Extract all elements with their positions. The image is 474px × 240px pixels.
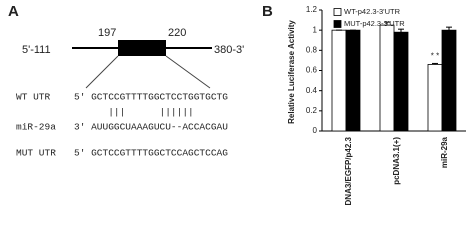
bar	[393, 31, 409, 132]
y-tick-label: 0	[313, 126, 318, 135]
binding-site	[118, 40, 166, 56]
bar	[441, 29, 457, 132]
zoom-line	[85, 55, 119, 89]
bar	[345, 29, 361, 132]
legend-swatch	[333, 20, 342, 28]
y-tick-label: 0.8	[306, 45, 318, 54]
sequence: 5' GCTCCGTTTTGGCTCCTGGTGCTG	[74, 92, 228, 103]
error-bar	[384, 21, 390, 26]
y-tick-label: 0.6	[306, 66, 318, 75]
pairing: ||| ||||||	[74, 107, 194, 118]
y-tick-label: 1.2	[306, 5, 318, 14]
bar	[331, 29, 347, 132]
row-name: MUT UTR	[16, 148, 56, 159]
panel-label: B	[262, 3, 273, 20]
legend-label: WT-p42.3-3'UTR	[344, 7, 401, 16]
site-start: 197	[98, 27, 116, 39]
error-bar	[446, 26, 452, 31]
sequence: 5' GCTCCGTTTTGGCTCCAGCTCCAG	[74, 148, 228, 159]
row-name: miR-29a	[16, 122, 56, 133]
sequence: 3' AUUGGCUAAAGUCU--ACCACGAU	[74, 122, 228, 133]
bar	[379, 24, 395, 132]
utr-end: 380-3'	[214, 44, 244, 56]
y-axis-title: Relative Luciferase Activity	[287, 20, 296, 124]
utr-start: 5'-111	[22, 44, 51, 56]
y-tick-label: 0.4	[306, 86, 318, 95]
error-bar	[398, 28, 404, 33]
row-name: WT UTR	[16, 92, 51, 103]
y-tick-label: 1	[313, 25, 318, 34]
x-tick-label: miR-29a	[440, 136, 449, 168]
bar	[427, 64, 443, 132]
error-bar	[432, 62, 438, 65]
site-end: 220	[168, 27, 186, 39]
x-tick-label: pcDNA3/EGFP/p42.3	[344, 136, 353, 205]
zoom-line	[165, 55, 211, 89]
y-tick-label: 0.2	[306, 106, 318, 115]
panel-label: A	[8, 3, 19, 20]
annotation: * *	[431, 52, 439, 61]
legend-label: MUT-p42.3-3'UTR	[344, 19, 405, 28]
figure: A 5'-111 197 220 380-3' WT UTR 5' GCTCCG…	[8, 3, 466, 205]
legend-swatch	[333, 8, 342, 16]
x-tick-label: pcDNA3.1(+)	[392, 137, 401, 185]
